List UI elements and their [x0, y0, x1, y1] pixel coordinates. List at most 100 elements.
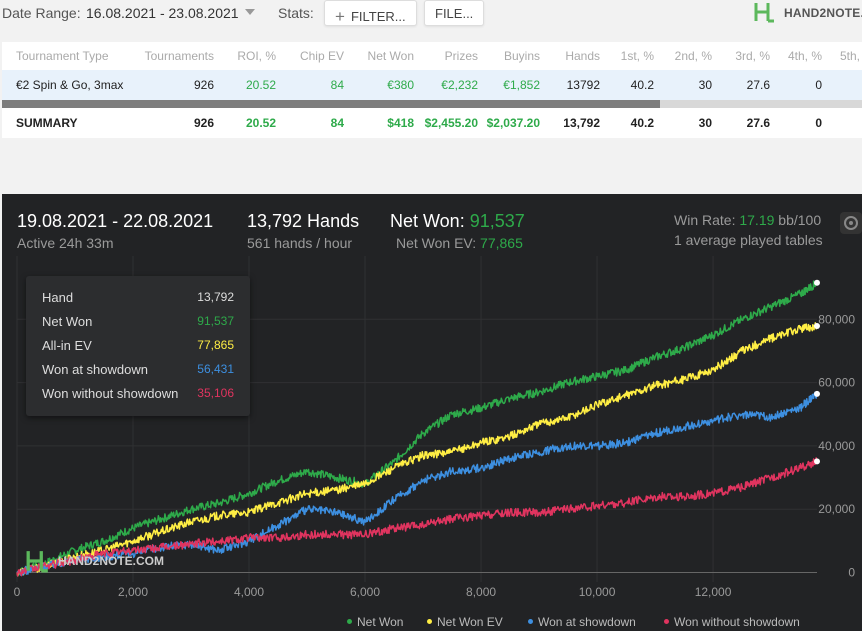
legend-item-net-won-ev[interactable]: Net Won EV: [427, 615, 503, 629]
tooltip-label: Won at showdown: [42, 362, 148, 377]
plus-icon: +: [335, 7, 345, 26]
table-cell: $2,037.20: [486, 116, 540, 130]
hand2note-logo-icon: [754, 3, 774, 23]
scrollbar-thumb[interactable]: [2, 100, 660, 108]
table-cell: SUMMARY: [16, 116, 78, 130]
x-tick-label: 10,000: [579, 585, 616, 599]
avg-tables: 1 average played tables: [674, 232, 823, 248]
y-tick-label: 40,000: [818, 439, 855, 453]
table-cell: 0: [776, 70, 828, 100]
y-tick-label: 60,000: [818, 376, 855, 390]
table-cell: 0: [828, 108, 862, 138]
column-header[interactable]: Prizes: [444, 49, 478, 63]
filter-button[interactable]: + FILTER...: [324, 0, 417, 26]
y-tick-label: 20,000: [818, 502, 855, 516]
horizontal-scrollbar[interactable]: [2, 100, 862, 108]
table-cell: $418: [387, 116, 414, 130]
legend-label: Net Won: [357, 615, 404, 629]
table-cell: 84: [330, 116, 344, 130]
net-won-ev-value: 77,865: [480, 235, 523, 251]
legend-label: Won at showdown: [538, 615, 636, 629]
hands-title: 13,792 Hands: [247, 211, 360, 231]
column-header[interactable]: 4th, %: [787, 49, 822, 63]
chart-tooltip: Hand 13,792 Net Won 91,537 All-in EV 77,…: [26, 276, 250, 416]
tooltip-value: 77,865: [197, 338, 234, 352]
series-end-point: [814, 279, 820, 286]
legend-dot: [664, 619, 669, 624]
table-cell: 20.52: [220, 70, 282, 100]
win-rate-unit: bb/100: [778, 212, 822, 228]
win-rate: Win Rate: 17.19 bb/100: [674, 212, 821, 228]
tooltip-label: Net Won: [42, 314, 93, 329]
tooltip-value: 91,537: [197, 314, 234, 328]
filter-button-label: FILTER...: [350, 9, 406, 24]
table-cell: €2 Spin & Go, 3max: [2, 70, 130, 100]
file-button[interactable]: FILE...: [424, 0, 485, 26]
table-cell: 27.6: [718, 70, 776, 100]
tooltip-label: Hand: [42, 290, 74, 305]
column-header[interactable]: 5th, %: [839, 49, 862, 63]
legend-label: Net Won EV: [437, 615, 503, 629]
stats-table: Tournament Type Tournaments ROI, % Chip …: [2, 42, 862, 138]
table-cell: 30: [660, 70, 718, 100]
x-tick-label: 8,000: [466, 585, 496, 599]
gear-icon[interactable]: [840, 212, 862, 234]
period-title: 19.08.2021 - 22.08.2021: [17, 211, 214, 231]
table-cell: €380: [350, 70, 420, 100]
legend-item-showdown[interactable]: Won at showdown: [528, 615, 636, 629]
table-cell: 27.6: [746, 116, 770, 130]
legend-item-net-won[interactable]: Net Won: [347, 615, 403, 629]
chevron-down-icon[interactable]: [245, 9, 255, 15]
column-header[interactable]: Tournaments: [144, 49, 214, 63]
watermark-logo: HAND2NOTE.COM: [26, 549, 164, 573]
table-row[interactable]: €2 Spin & Go, 3max 926 20.52 84 €380 €2,…: [2, 70, 862, 100]
net-won-ev-label: Net Won EV:: [396, 235, 477, 251]
y-tick-label: 0: [848, 566, 855, 580]
column-header[interactable]: Buyins: [503, 49, 540, 63]
gear-icon-glyph: [844, 216, 858, 230]
column-header[interactable]: 3rd, %: [735, 49, 770, 63]
watermark-text: HAND2NOTE.COM: [58, 554, 165, 568]
top-toolbar: Date Range: 16.08.2021 - 23.08.2021 Stat…: [0, 0, 862, 28]
column-header[interactable]: Net Won: [367, 49, 414, 63]
stats-label: Stats:: [278, 5, 314, 21]
column-header[interactable]: ROI, %: [237, 49, 276, 63]
logo-text: HAND2NOTE.COM: [784, 6, 862, 20]
table-cell: €1,852: [484, 70, 546, 100]
legend-item-no-showdown[interactable]: Won without showdown: [664, 615, 800, 629]
series-end-point: [814, 323, 820, 330]
x-tick-label: 4,000: [234, 585, 264, 599]
tooltip-row-hand: Hand 13,792: [42, 290, 234, 310]
table-cell: 40.2: [630, 116, 654, 130]
tooltip-row-net-won: Net Won 91,537: [42, 314, 234, 334]
summary-row: SUMMARY 926 20.52 84 $418 $2,455.20 $2,0…: [2, 108, 862, 138]
table-cell: 30: [698, 116, 712, 130]
table-cell: 0: [828, 70, 862, 100]
table-cell: 13,792: [563, 116, 600, 130]
table-cell: 20.52: [245, 116, 276, 130]
net-won-value: 91,537: [469, 211, 525, 231]
column-header[interactable]: 2nd, %: [674, 49, 712, 63]
x-tick-label: 6,000: [350, 585, 380, 599]
results-chart[interactable]: 0 2,000 4,000 6,000 8,000 10,000 12,000 0 20,000…: [2, 194, 862, 631]
tooltip-row-showdown: Won at showdown 56,431: [42, 362, 234, 382]
table-cell: $2,455.20: [424, 116, 478, 130]
column-header[interactable]: 1st, %: [620, 49, 654, 63]
table-cell: 0: [815, 116, 822, 130]
date-range-picker[interactable]: 16.08.2021 - 23.08.2021: [86, 5, 239, 21]
active-time: Active 24h 33m: [17, 235, 114, 251]
table-cell: 926: [193, 116, 214, 130]
date-range-label: Date Range:: [2, 5, 81, 21]
tooltip-value: 35,106: [197, 386, 234, 400]
column-header[interactable]: Chip EV: [299, 49, 344, 63]
tooltip-label: All-in EV: [42, 338, 92, 353]
column-header[interactable]: Hands: [565, 49, 600, 63]
table-cell: €2,232: [420, 70, 484, 100]
tooltip-row-no-showdown: Won without showdown 35,106: [42, 386, 234, 406]
graph-panel: 0 2,000 4,000 6,000 8,000 10,000 12,000 0 20,000…: [2, 194, 862, 631]
column-header[interactable]: Tournament Type: [16, 49, 109, 63]
net-won-label: Net Won:: [390, 211, 465, 231]
net-won-summary: Net Won: 91,537: [390, 211, 525, 232]
y-tick-label: 80,000: [818, 312, 855, 326]
series-line-net-won: [16, 280, 818, 576]
